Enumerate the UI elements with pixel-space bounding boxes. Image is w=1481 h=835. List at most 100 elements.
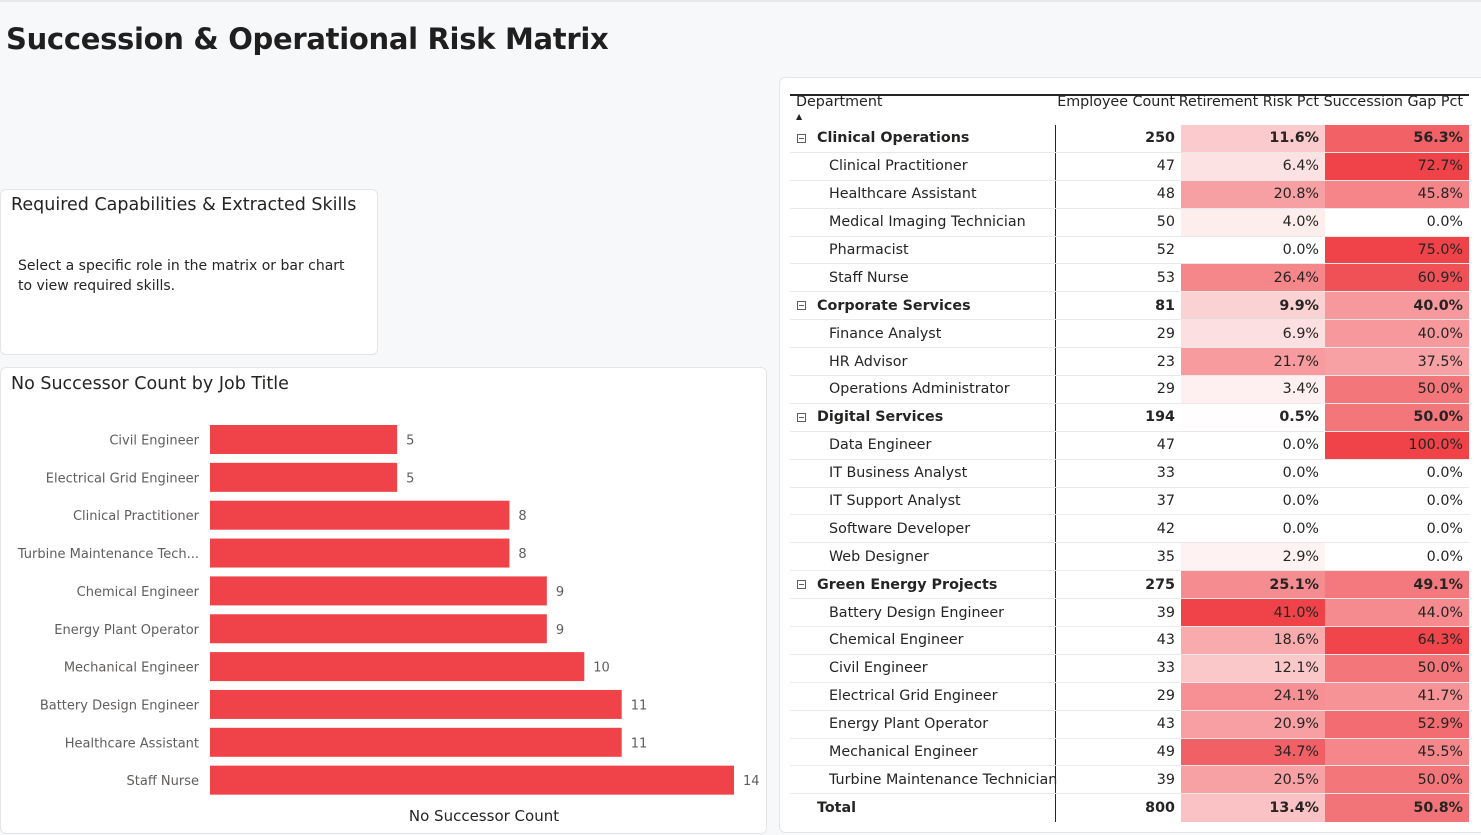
skills-card-title: Required Capabilities & Extracted Skills xyxy=(11,195,357,215)
cell-department[interactable]: IT Business Analyst xyxy=(790,460,1055,487)
cell-succession-gap: 49.1% xyxy=(1325,571,1469,599)
cell-department[interactable]: Chemical Engineer xyxy=(790,627,1055,654)
matrix-total-row[interactable]: Total 800 13.4% 50.8% xyxy=(790,794,1469,823)
sort-ascending-icon[interactable]: ▲ xyxy=(796,112,803,121)
risk-matrix-card[interactable]: Department ▲ Employee Count Retirement R… xyxy=(779,77,1481,833)
cell-department[interactable]: Energy Plant Operator xyxy=(790,711,1055,738)
matrix-row[interactable]: Energy Plant Operator 43 20.9% 52.9% xyxy=(790,710,1469,739)
bar[interactable] xyxy=(210,727,622,757)
collapse-icon[interactable] xyxy=(797,134,806,143)
bar-chart[interactable]: Civil Engineer 5 Electrical Grid Engineer 5… xyxy=(1,368,768,835)
bar[interactable] xyxy=(210,538,510,568)
bar[interactable] xyxy=(210,576,547,606)
header-retirement-risk[interactable]: Retirement Risk Pct xyxy=(1178,94,1319,110)
bar[interactable] xyxy=(210,614,547,644)
matrix-group-row[interactable]: Green Energy Projects 275 25.1% 49.1% xyxy=(790,571,1469,600)
department-label: Data Engineer xyxy=(829,437,932,454)
department-label: Clinical Operations xyxy=(817,130,970,147)
header-succession-gap[interactable]: Succession Gap Pct xyxy=(1323,94,1463,110)
cell-department[interactable]: Corporate Services xyxy=(790,292,1055,319)
cell-department[interactable]: Data Engineer xyxy=(790,432,1055,459)
bar[interactable] xyxy=(210,500,510,530)
matrix-group-row[interactable]: Clinical Operations 250 11.6% 56.3% xyxy=(790,125,1469,153)
matrix-row[interactable]: Medical Imaging Technician 50 4.0% 0.0% xyxy=(790,208,1469,237)
cell-succession-gap: 44.0% xyxy=(1325,599,1469,627)
collapse-icon[interactable] xyxy=(797,301,806,311)
cell-department[interactable]: Green Energy Projects xyxy=(790,571,1055,598)
cell-department[interactable]: Clinical Operations xyxy=(790,125,1055,152)
cell-department[interactable]: Mechanical Engineer xyxy=(790,739,1055,766)
matrix-row[interactable]: IT Business Analyst 33 0.0% 0.0% xyxy=(790,459,1469,488)
matrix-row[interactable]: Chemical Engineer 43 18.6% 64.3% xyxy=(790,627,1469,655)
matrix-row[interactable]: Civil Engineer 33 12.1% 50.0% xyxy=(790,654,1469,683)
cell-employee-count: 194 xyxy=(1055,403,1181,431)
cell-department[interactable]: HR Advisor xyxy=(790,348,1055,375)
department-label: Healthcare Assistant xyxy=(829,186,977,203)
cell-department[interactable]: Finance Analyst xyxy=(790,320,1055,347)
cell-department[interactable]: Turbine Maintenance Technician xyxy=(790,766,1057,793)
no-successor-chart-card[interactable]: No Successor Count by Job Title Civil En… xyxy=(0,367,767,834)
cell-department[interactable]: Software Developer xyxy=(790,515,1055,542)
matrix-header: Department ▲ Employee Count Retirement R… xyxy=(790,88,1469,125)
cell-department[interactable]: IT Support Analyst xyxy=(790,488,1055,515)
cell-department[interactable]: Pharmacist xyxy=(790,237,1055,264)
cell-succession-gap: 64.3% xyxy=(1325,627,1469,654)
matrix-row[interactable]: Clinical Practitioner 47 6.4% 72.7% xyxy=(790,152,1469,181)
cell-department[interactable]: Staff Nurse xyxy=(790,264,1055,291)
matrix-row[interactable]: Staff Nurse 53 26.4% 60.9% xyxy=(790,264,1469,293)
cell-retirement-risk: 12.1% xyxy=(1181,654,1325,682)
cell-department[interactable]: Medical Imaging Technician xyxy=(790,209,1055,236)
category-label: Electrical Grid Engineer xyxy=(46,471,200,486)
bar[interactable] xyxy=(210,689,622,719)
matrix-row[interactable]: Electrical Grid Engineer 29 24.1% 41.7% xyxy=(790,682,1469,711)
bar[interactable] xyxy=(210,652,585,682)
matrix-row[interactable]: Mechanical Engineer 49 34.7% 45.5% xyxy=(790,738,1469,767)
matrix-row[interactable]: Operations Administrator 29 3.4% 50.0% xyxy=(790,376,1469,404)
collapse-icon[interactable] xyxy=(797,412,806,422)
cell-employee-count: 48 xyxy=(1055,180,1181,208)
department-label: Green Energy Projects xyxy=(817,576,998,593)
cell-department[interactable]: Healthcare Assistant xyxy=(790,181,1055,208)
cell-retirement-risk: 6.4% xyxy=(1181,152,1325,180)
matrix-row[interactable]: Finance Analyst 29 6.9% 40.0% xyxy=(790,320,1469,349)
bar[interactable] xyxy=(210,425,398,454)
department-label: Web Designer xyxy=(829,548,929,565)
cell-retirement-risk: 26.4% xyxy=(1181,264,1325,292)
category-label: Mechanical Engineer xyxy=(64,661,200,676)
department-label: Battery Design Engineer xyxy=(829,604,1005,621)
cell-department[interactable]: Electrical Grid Engineer xyxy=(790,683,1055,710)
matrix-row[interactable]: Healthcare Assistant 48 20.8% 45.8% xyxy=(790,180,1469,209)
matrix-row[interactable]: Web Designer 35 2.9% 0.0% xyxy=(790,543,1469,572)
category-label: Chemical Engineer xyxy=(77,585,200,600)
department-label: Chemical Engineer xyxy=(829,632,964,649)
cell-department[interactable]: Web Designer xyxy=(790,543,1055,570)
matrix-row[interactable]: Software Developer 42 0.0% 0.0% xyxy=(790,515,1469,544)
matrix-row[interactable]: Turbine Maintenance Technician 39 20.5% 50.… xyxy=(790,766,1469,795)
header-department[interactable]: Department xyxy=(796,94,883,110)
cell-department[interactable]: Clinical Practitioner xyxy=(790,153,1055,180)
matrix-row[interactable]: Battery Design Engineer 39 41.0% 44.0% xyxy=(790,599,1469,628)
cell-department[interactable]: Digital Services xyxy=(790,404,1055,431)
matrix-row[interactable]: IT Support Analyst 37 0.0% 0.0% xyxy=(790,487,1469,516)
matrix-row[interactable]: Data Engineer 47 0.0% 100.0% xyxy=(790,431,1469,460)
department-label: HR Advisor xyxy=(829,353,908,370)
cell-department[interactable]: Civil Engineer xyxy=(790,655,1055,682)
matrix-row[interactable]: Pharmacist 52 0.0% 75.0% xyxy=(790,236,1469,265)
cell-retirement-risk: 0.0% xyxy=(1282,437,1319,454)
department-label: Staff Nurse xyxy=(829,269,909,286)
risk-matrix-table[interactable]: Department ▲ Employee Count Retirement R… xyxy=(790,88,1469,823)
cell-employee-count: 29 xyxy=(1055,320,1181,348)
cell-succession-gap: 50.0% xyxy=(1325,376,1469,403)
category-label: Staff Nurse xyxy=(127,774,199,789)
collapse-icon[interactable] xyxy=(797,580,806,590)
bar[interactable] xyxy=(210,765,734,795)
cell-retirement-risk: 0.5% xyxy=(1181,403,1325,431)
cell-department[interactable]: Battery Design Engineer xyxy=(790,599,1055,626)
cell-succession-gap: 37.5% xyxy=(1325,348,1469,376)
matrix-group-row[interactable]: Corporate Services 81 9.9% 40.0% xyxy=(790,292,1469,321)
matrix-group-row[interactable]: Digital Services 194 0.5% 50.0% xyxy=(790,403,1469,432)
header-employee-count[interactable]: Employee Count xyxy=(1057,94,1175,110)
cell-department[interactable]: Operations Administrator xyxy=(790,376,1055,403)
bar[interactable] xyxy=(210,462,398,492)
matrix-row[interactable]: HR Advisor 23 21.7% 37.5% xyxy=(790,348,1469,377)
